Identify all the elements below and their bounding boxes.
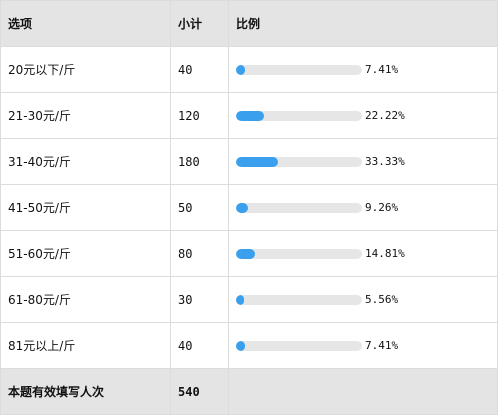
ratio-bar-wrap: 33.33%: [236, 155, 497, 168]
percent-text: 7.41%: [365, 63, 399, 76]
option-label: 20元以下/斤: [0, 46, 171, 93]
table-footer-row: 本题有效填写人次 540: [0, 368, 498, 415]
option-count: 120: [170, 92, 229, 139]
header-count: 小计: [170, 0, 229, 47]
option-count: 180: [170, 138, 229, 185]
option-count: 80: [170, 230, 229, 277]
progress-bar-track: [236, 110, 362, 121]
percent-text: 9.26%: [365, 201, 399, 214]
progress-bar-fill: [236, 156, 278, 167]
option-ratio-cell: 22.22%: [228, 92, 498, 139]
progress-bar-fill: [236, 110, 264, 121]
progress-bar-track: [236, 294, 362, 305]
option-count: 40: [170, 46, 229, 93]
progress-bar-track: [236, 248, 362, 259]
ratio-bar-wrap: 7.41%: [236, 339, 497, 352]
option-label: 41-50元/斤: [0, 184, 171, 231]
progress-bar-track: [236, 340, 362, 351]
percent-text: 33.33%: [365, 155, 405, 168]
ratio-bar-wrap: 7.41%: [236, 63, 497, 76]
progress-bar-fill: [236, 64, 246, 75]
progress-bar-track: [236, 156, 362, 167]
progress-bar-track: [236, 202, 362, 213]
progress-bar-fill: [236, 202, 248, 213]
percent-text: 7.41%: [365, 339, 399, 352]
percent-text: 14.81%: [365, 247, 405, 260]
percent-text: 5.56%: [365, 293, 399, 306]
footer-total: 540: [170, 368, 229, 415]
table-row: 81元以上/斤 40 7.41%: [0, 322, 498, 369]
option-ratio-cell: 33.33%: [228, 138, 498, 185]
footer-empty-cell: [228, 368, 498, 415]
table-row: 21-30元/斤 120 22.22%: [0, 92, 498, 139]
header-option: 选项: [0, 0, 171, 47]
header-ratio: 比例: [228, 0, 498, 47]
table-body: 20元以下/斤 40 7.41% 21-30元/斤 120 22.22% 31-40元/斤 1…: [0, 46, 498, 369]
ratio-bar-wrap: 5.56%: [236, 293, 497, 306]
table-row: 41-50元/斤 50 9.26%: [0, 184, 498, 231]
percent-text: 22.22%: [365, 109, 405, 122]
progress-bar-fill: [236, 294, 244, 305]
table-row: 61-80元/斤 30 5.56%: [0, 276, 498, 323]
option-ratio-cell: 14.81%: [228, 230, 498, 277]
ratio-bar-wrap: 9.26%: [236, 201, 497, 214]
table-row: 31-40元/斤 180 33.33%: [0, 138, 498, 185]
option-count: 50: [170, 184, 229, 231]
progress-bar-fill: [236, 248, 255, 259]
option-ratio-cell: 9.26%: [228, 184, 498, 231]
option-label: 21-30元/斤: [0, 92, 171, 139]
option-label: 61-80元/斤: [0, 276, 171, 323]
table-row: 20元以下/斤 40 7.41%: [0, 46, 498, 93]
option-label: 31-40元/斤: [0, 138, 171, 185]
option-label: 81元以上/斤: [0, 322, 171, 369]
option-ratio-cell: 7.41%: [228, 322, 498, 369]
option-label: 51-60元/斤: [0, 230, 171, 277]
footer-label: 本题有效填写人次: [0, 368, 171, 415]
option-ratio-cell: 7.41%: [228, 46, 498, 93]
option-count: 40: [170, 322, 229, 369]
table-header-row: 选项 小计 比例: [0, 0, 498, 47]
option-count: 30: [170, 276, 229, 323]
progress-bar-fill: [236, 340, 246, 351]
progress-bar-track: [236, 64, 362, 75]
ratio-bar-wrap: 14.81%: [236, 247, 497, 260]
option-ratio-cell: 5.56%: [228, 276, 498, 323]
table-row: 51-60元/斤 80 14.81%: [0, 230, 498, 277]
ratio-bar-wrap: 22.22%: [236, 109, 497, 122]
